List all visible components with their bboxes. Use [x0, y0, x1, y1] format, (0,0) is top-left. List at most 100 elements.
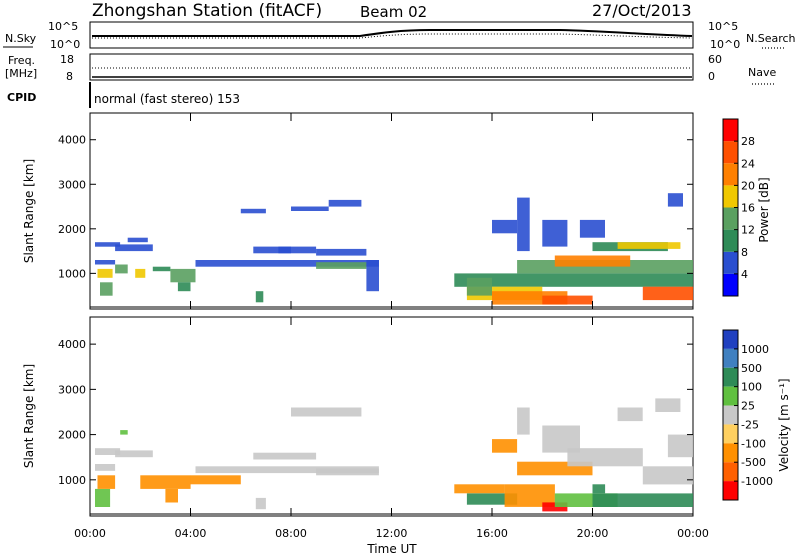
power-panel: 1000 2000 3000 4000 Slant Range [km]	[22, 112, 694, 310]
velocity-colorbar-swatch	[723, 386, 738, 406]
power-ytick-label: 4000	[58, 134, 86, 147]
power-colorbar-swatch	[723, 251, 738, 274]
power-ytick-label: 3000	[58, 178, 86, 191]
power-cell	[135, 268, 146, 278]
velocity-cell	[492, 439, 518, 453]
x-tick-label: 04:00	[175, 527, 207, 540]
power-cell	[95, 242, 121, 247]
freq-label-line2: [MHz]	[5, 67, 37, 80]
noise-panel: N.Sky 10^5 10^0 10^5 10^0 N.Search	[3, 20, 796, 51]
velocity-cell	[190, 475, 241, 485]
power-cell	[554, 255, 631, 267]
velocity-colorbar-tick-label: 25	[741, 400, 755, 413]
velocity-cell	[542, 425, 580, 453]
power-cell	[253, 246, 291, 254]
velocity-ytick-label: 4000	[58, 338, 86, 351]
velocity-cell	[255, 497, 266, 510]
power-cell	[127, 237, 148, 243]
n-search-label: N.Search	[746, 32, 796, 45]
velocity-cell	[642, 466, 694, 485]
velocity-panel: 1000 2000 3000 4000 Slant Range [km]	[22, 316, 694, 517]
velocity-cell	[617, 407, 643, 422]
velocity-colorbar-swatch	[723, 424, 738, 444]
power-colorbar-tick-label: 20	[741, 179, 755, 192]
power-cell	[617, 242, 681, 249]
velocity-cell	[466, 493, 518, 505]
power-cell	[291, 206, 329, 211]
power-cell	[195, 260, 379, 267]
cpid-label: CPID	[7, 91, 36, 104]
velocity-cell	[195, 466, 379, 474]
power-cell	[97, 268, 113, 278]
x-tick-label: 20:00	[577, 527, 609, 540]
power-ytick-label: 1000	[58, 267, 86, 280]
velocity-cell	[95, 448, 121, 455]
velocity-cell	[592, 484, 606, 494]
power-cell	[278, 246, 317, 254]
velocity-colorbar-tick-label: -1000	[741, 475, 773, 488]
power-cell	[466, 277, 492, 296]
freq-label-line1: Freq.	[8, 54, 35, 67]
freq-tick-low: 8	[66, 70, 73, 83]
date-label: 27/Oct/2013	[592, 1, 692, 20]
n-search-tick-high: 10^5	[708, 20, 738, 33]
velocity-ytick-label: 1000	[58, 474, 86, 487]
x-tick-label: 00:00	[677, 527, 709, 540]
power-colorbar-tick-label: 28	[741, 135, 755, 148]
power-colorbar: 4 8 12 16 20 24 28 Power [dB]	[722, 118, 771, 297]
velocity-cell	[115, 450, 153, 458]
velocity-colorbar-swatch	[723, 462, 738, 482]
velocity-cell	[567, 448, 643, 467]
power-cell	[542, 219, 568, 247]
velocity-ylabel: Slant Range [km]	[22, 364, 36, 468]
time-axis: 00:00 04:00 08:00 12:00 16:00 20:00 00:00	[74, 113, 709, 540]
power-cell	[579, 219, 605, 238]
velocity-ytick-label: 2000	[58, 429, 86, 442]
velocity-cell	[504, 484, 555, 507]
velocity-colorbar-swatch	[723, 443, 738, 463]
power-cell	[328, 199, 362, 207]
velocity-cell	[140, 475, 191, 489]
velocity-cell	[454, 484, 505, 494]
freq-tick-high: 18	[60, 53, 74, 66]
n-search-tick-low: 10^0	[710, 38, 740, 51]
power-cell	[517, 197, 530, 252]
nave-tick-low: 0	[708, 70, 715, 83]
power-colorbar-swatch	[723, 207, 738, 230]
velocity-colorbar-tick-label: -25	[741, 418, 759, 431]
power-colorbar-tick-label: 4	[741, 268, 748, 281]
station-title: Zhongshan Station (fitACF)	[92, 1, 322, 21]
nave-tick-high: 60	[708, 53, 722, 66]
x-tick-label: 16:00	[476, 527, 508, 540]
power-colorbar-swatch	[723, 229, 738, 252]
velocity-colorbar-swatch	[723, 367, 738, 387]
nave-label: Nave	[748, 66, 776, 79]
velocity-cell	[95, 464, 116, 471]
velocity-colorbar-tick-label: -500	[741, 456, 766, 469]
n-sky-tick-low: 10^0	[50, 38, 80, 51]
power-colorbar-swatch	[723, 185, 738, 208]
x-tick-label: 12:00	[376, 527, 408, 540]
power-cell	[642, 286, 694, 301]
velocity-cell	[517, 407, 530, 435]
power-colorbar-label: Power [dB]	[757, 177, 771, 242]
power-cell	[366, 260, 379, 292]
velocity-colorbar-tick-label: 100	[741, 381, 762, 394]
n-search-trace	[92, 33, 693, 39]
power-cell	[316, 262, 367, 269]
power-cell	[492, 219, 518, 234]
power-cell	[667, 193, 683, 207]
x-tick-label: 00:00	[74, 527, 106, 540]
velocity-colorbar-swatch	[723, 481, 738, 500]
power-cell	[115, 264, 128, 274]
velocity-cell	[253, 452, 317, 460]
velocity-colorbar-swatch	[723, 348, 738, 368]
power-colorbar-tick-label: 16	[741, 202, 755, 215]
power-cell	[240, 208, 266, 214]
velocity-colorbar: 1000 500 100 25 -25 -100 -500 -1000 Velocity [m…	[722, 329, 791, 501]
power-cell	[454, 273, 693, 287]
x-axis-label: Time UT	[366, 542, 417, 554]
velocity-colorbar-frame	[722, 329, 739, 501]
power-cell	[542, 295, 593, 305]
